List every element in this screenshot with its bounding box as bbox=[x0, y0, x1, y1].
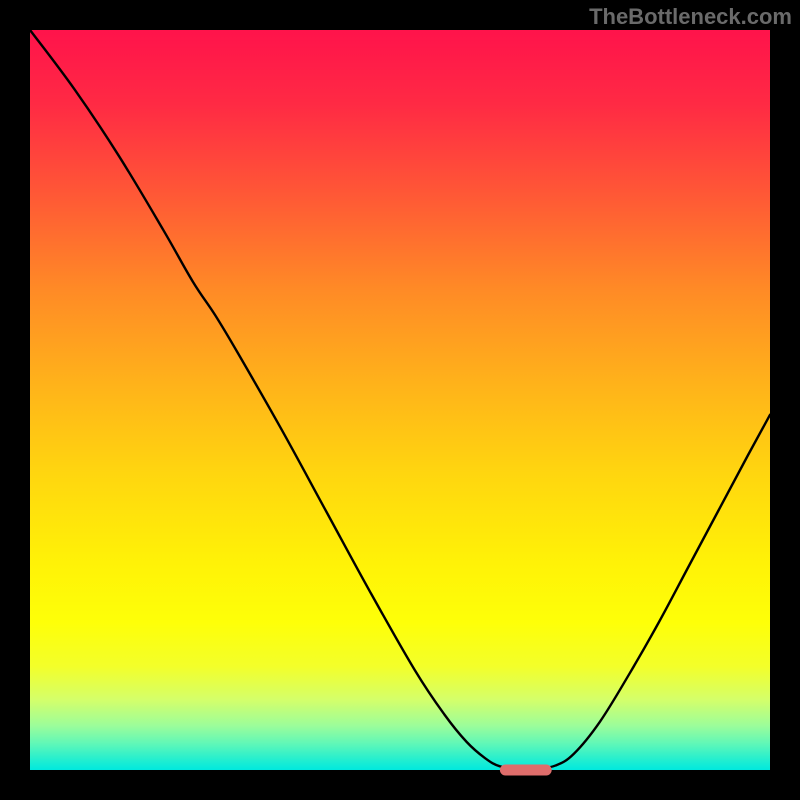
optimum-marker bbox=[500, 765, 552, 776]
plot-gradient-background bbox=[30, 30, 770, 770]
bottleneck-chart bbox=[0, 0, 800, 800]
watermark-text: TheBottleneck.com bbox=[589, 4, 792, 30]
